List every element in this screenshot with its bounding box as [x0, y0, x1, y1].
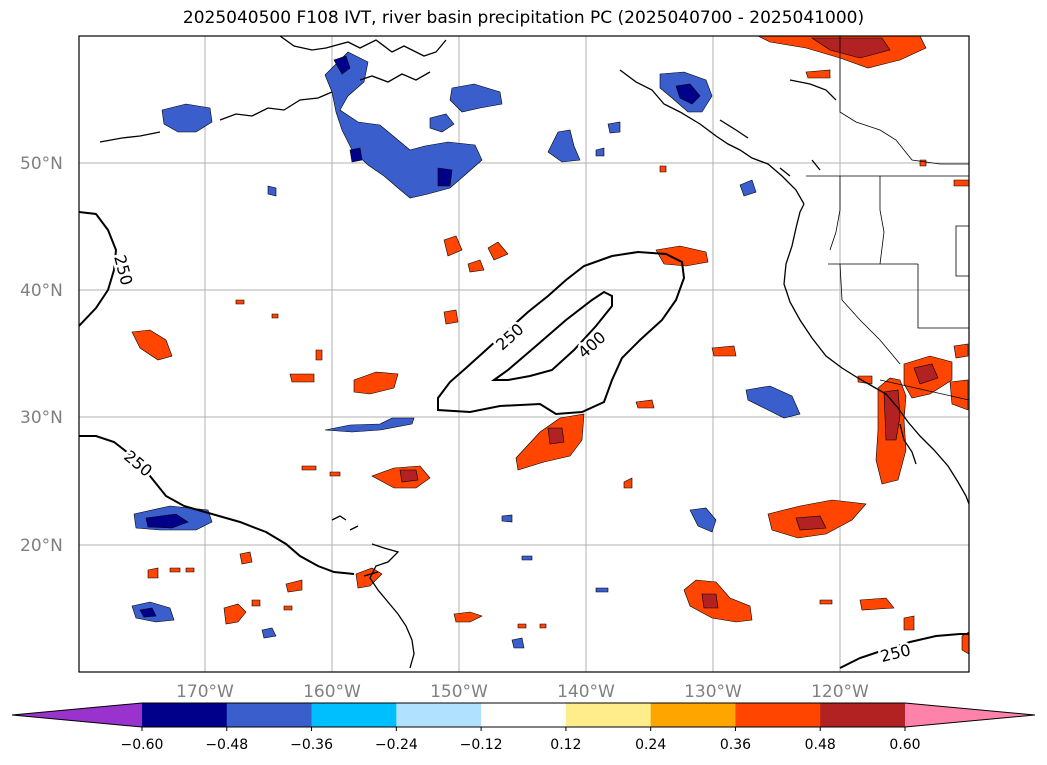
colorbar	[11, 702, 1036, 728]
colorbar-segment	[226, 703, 313, 727]
colorbar-extension-max	[905, 703, 1035, 727]
blob-aleutian-west	[161, 103, 213, 133]
colorbar-tick-label: 0.12	[550, 737, 581, 753]
colorbar-segment	[565, 703, 652, 727]
ivt-contours	[79, 211, 969, 669]
colorbar-tick-label: 0.24	[635, 737, 666, 753]
colorbar-tick-label: 0.36	[720, 737, 751, 753]
blob-hawaii-north	[324, 417, 415, 433]
blob-ne-pacific-32n	[745, 385, 801, 419]
longitude-label: 130°W	[684, 682, 742, 702]
map-plot-area	[79, 36, 969, 672]
colorbar-segment	[142, 703, 228, 727]
colorbar-tick-label: 0.48	[805, 737, 836, 753]
map-frame	[78, 35, 970, 673]
colorbar-tick-label: 0.60	[889, 737, 920, 753]
longitude-label: 160°W	[303, 682, 361, 702]
colorbar-segment	[396, 703, 482, 727]
colorbar-tick-label: −0.24	[375, 737, 418, 753]
colorbar-segment	[311, 703, 397, 727]
longitude-label: 170°W	[176, 682, 234, 702]
gridlines	[79, 36, 969, 672]
longitude-labels: 170°W 160°W 150°W 140°W 130°W 120°W	[176, 682, 869, 702]
colorbar-segment	[481, 703, 567, 727]
coastlines	[99, 36, 969, 669]
political-borders	[806, 36, 969, 401]
latitude-label: 30°N	[20, 408, 63, 428]
ivt-250-northwest	[79, 211, 118, 327]
blob-15n-131w	[683, 579, 753, 623]
colorbar-tick-label: −0.36	[290, 737, 333, 753]
colorbar-tick-labels: −0.60 −0.48 −0.36 −0.24 −0.12 0.12 0.24 0.36 0.4…	[121, 727, 921, 753]
longitude-label: 120°W	[811, 682, 869, 702]
latitude-label: 50°N	[20, 154, 63, 174]
colorbar-segment	[820, 703, 906, 727]
blob-41n-132w	[655, 245, 709, 267]
colorbar-tick-label: −0.12	[460, 737, 503, 753]
colorbar-extension-min	[12, 703, 142, 727]
latitude-label: 20°N	[20, 536, 63, 556]
ivt-400	[490, 290, 613, 381]
blob-north-150	[449, 83, 503, 113]
ivt-250-southwest	[79, 435, 355, 575]
longitude-label: 150°W	[430, 682, 488, 702]
colorbar-tick-label: −0.48	[205, 737, 248, 753]
latitude-labels: 50°N 40°N 30°N 20°N	[20, 154, 63, 556]
longitude-label: 140°W	[557, 682, 615, 702]
negative-anomaly-areas	[131, 51, 801, 649]
blob-alaska-gulf-core	[333, 55, 453, 187]
ivt-250-central	[437, 250, 686, 416]
latitude-label: 40°N	[20, 281, 63, 301]
colorbar-segment	[735, 703, 821, 727]
blob-142-52	[547, 129, 581, 163]
colorbar-tick-label: −0.60	[121, 737, 164, 753]
ivt-250-southeast	[839, 633, 969, 669]
map-title: 2025040500 F108 IVT, river basin precipi…	[182, 8, 865, 28]
colorbar-segment	[650, 703, 736, 727]
